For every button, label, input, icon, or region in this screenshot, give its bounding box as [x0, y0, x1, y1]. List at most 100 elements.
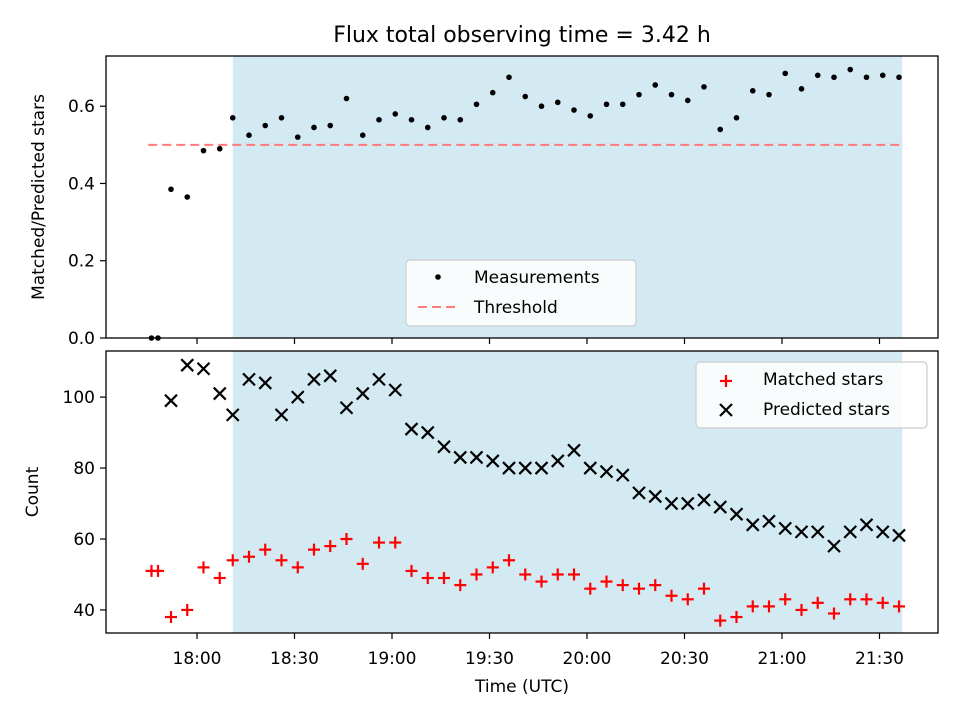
- legend-predicted-label: Predicted stars: [763, 400, 890, 420]
- matched-star-point: [763, 600, 775, 613]
- x-tick-label: 18:00: [173, 649, 222, 669]
- matched-star-point: [308, 543, 320, 556]
- measurement-point: [603, 101, 610, 108]
- predicted-star-point: [372, 372, 386, 387]
- measurement-point: [376, 116, 382, 123]
- measurement-point: [766, 91, 772, 98]
- matched-star-point: [746, 600, 759, 613]
- matched-star-point: [405, 564, 418, 577]
- predicted-star-point: [196, 361, 211, 376]
- measurement-point: [457, 116, 464, 123]
- matched-star-point: [519, 568, 532, 581]
- predicted-star-point: [453, 450, 468, 465]
- measurement-point: [343, 95, 350, 102]
- predicted-star-point: [810, 525, 825, 539]
- measurement-point: [814, 72, 821, 79]
- measurement-point: [668, 91, 675, 98]
- matched-star-point: [811, 596, 824, 609]
- predicted-star-point: [388, 383, 403, 397]
- measurement-point: [831, 74, 837, 81]
- x-tick-label: 19:30: [465, 649, 514, 669]
- predicted-star-point: [469, 450, 484, 465]
- predicted-star-point: [794, 525, 809, 539]
- matched-star-point: [243, 550, 255, 563]
- matched-stars-points: [145, 533, 905, 627]
- measurement-point: [522, 93, 529, 100]
- legend-matched-marker: [720, 375, 732, 387]
- measurement-point: [327, 122, 334, 129]
- measurement-point: [229, 115, 236, 121]
- count-panel-ylabel: Count: [23, 466, 43, 517]
- measurement-point: [200, 147, 207, 154]
- measurement-point: [359, 132, 366, 138]
- x-axis-label: Time (UTC): [474, 677, 569, 697]
- measurement-point: [294, 134, 301, 140]
- y-tick-label: 60: [73, 530, 95, 550]
- ratio-legend: Measurements Threshold: [405, 259, 637, 327]
- predicted-star-point: [843, 525, 858, 539]
- x-tick-label: 21:00: [758, 649, 807, 669]
- predicted-star-point: [502, 461, 516, 475]
- predicted-star-point: [225, 408, 240, 422]
- count-panel-xticks: 18:00 18:30 19:00 19:30 20:00 20:30 21:00 21:30: [173, 633, 904, 669]
- matched-star-point: [600, 575, 613, 588]
- measurement-point: [184, 194, 191, 200]
- predicted-star-point: [212, 386, 227, 401]
- ratio-panel-xticks: [196, 338, 881, 344]
- matched-star-point: [779, 593, 792, 606]
- measurement-point: [717, 126, 724, 133]
- measurement-point: [733, 115, 740, 121]
- predicted-star-point: [258, 376, 273, 390]
- predicted-star-point: [729, 507, 744, 521]
- predicted-star-point: [745, 518, 760, 532]
- x-tick-label: 19:00: [368, 649, 417, 669]
- measurement-point: [879, 72, 886, 79]
- matched-star-point: [584, 582, 597, 595]
- matched-star-point: [551, 568, 564, 581]
- count-legend: Matched stars Predicted stars: [695, 361, 928, 429]
- matched-star-point: [535, 575, 548, 588]
- y-tick-label: 40: [73, 601, 95, 621]
- measurement-point: [424, 124, 431, 131]
- matched-star-point: [152, 564, 164, 577]
- y-tick-label: 0.4: [68, 174, 95, 194]
- measurement-point: [798, 86, 805, 92]
- y-tick-label: 80: [73, 459, 95, 479]
- matched-star-point: [454, 579, 467, 592]
- matched-star-point: [633, 582, 645, 595]
- predicted-star-point: [339, 400, 354, 415]
- measurement-point: [701, 84, 707, 90]
- matched-star-point: [438, 572, 450, 585]
- matched-star-point: [568, 568, 580, 581]
- predicted-star-point: [180, 358, 195, 372]
- measurement-point: [311, 124, 317, 131]
- predicted-star-point: [583, 461, 598, 475]
- matched-star-point: [421, 572, 434, 585]
- measurement-point: [652, 82, 659, 88]
- predicted-star-point: [518, 461, 533, 475]
- matched-star-point: [373, 536, 385, 549]
- y-tick-label: 100: [63, 388, 95, 408]
- predicted-star-point: [648, 489, 663, 504]
- matched-star-point: [226, 554, 239, 567]
- measurement-point: [749, 87, 756, 94]
- count-panel-frame: [105, 350, 939, 634]
- measurement-point: [636, 91, 642, 98]
- matched-star-point: [665, 589, 678, 602]
- measurement-point: [847, 66, 854, 73]
- predicted-star-point: [680, 496, 695, 511]
- matched-star-point: [181, 603, 194, 616]
- predicted-star-point: [404, 422, 419, 436]
- figure-title: Flux total observing time = 3.42 h: [333, 23, 711, 48]
- legend-predicted-marker: [719, 403, 733, 417]
- matched-star-point: [876, 596, 889, 609]
- predicted-star-point: [875, 525, 890, 539]
- predicted-star-point: [615, 468, 630, 482]
- measurement-point: [408, 116, 415, 123]
- ratio-panel-ylabel: Matched/Predicted stars: [29, 94, 49, 300]
- predicted-star-point: [762, 514, 776, 529]
- matched-star-point: [213, 572, 226, 585]
- ratio-panel-frame: [105, 55, 939, 339]
- measurement-point: [684, 97, 691, 104]
- predicted-star-point: [567, 443, 581, 458]
